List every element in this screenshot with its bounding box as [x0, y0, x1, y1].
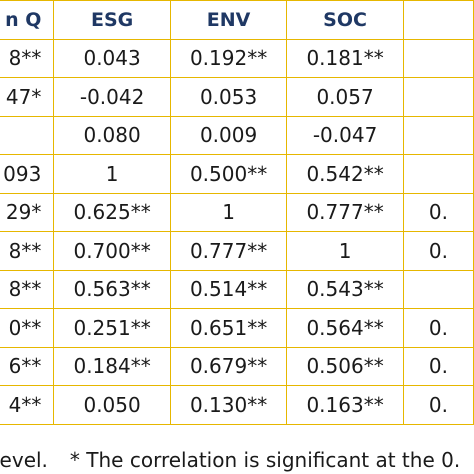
cell-esg: -0.042 [53, 77, 171, 117]
cell-next: 0. [402, 231, 474, 271]
cell-env: 0.777** [169, 231, 288, 271]
table-row: 8** 0.043 0.192** 0.181** [0, 38, 474, 78]
cell-soc: 0.777** [286, 192, 404, 232]
cell-env: 0.651** [169, 308, 288, 348]
header-esg: ESG [53, 0, 171, 40]
cell-variable: 8** [0, 231, 55, 271]
table-row: 4** 0.050 0.130** 0.163** 0. [0, 385, 474, 425]
cell-env: 0.009 [169, 115, 288, 155]
cell-next: 0. [402, 385, 474, 425]
table-row: 6** 0.184** 0.679** 0.506** 0. [0, 346, 474, 386]
cell-next: 0. [402, 192, 474, 232]
cell-esg: 0.050 [53, 385, 171, 425]
cell-soc: 0.542** [286, 154, 404, 194]
cell-soc: 0.163** [286, 385, 404, 425]
cell-soc: 0.506** [286, 346, 404, 386]
cell-env: 0.500** [169, 154, 288, 194]
cell-esg: 0.700** [53, 231, 171, 271]
cell-next [402, 38, 474, 78]
cell-variable: 29* [0, 192, 55, 232]
cell-esg: 0.563** [53, 269, 171, 309]
footnote-right: * The correlation is significant at the … [69, 448, 461, 472]
cell-variable: 093 [0, 154, 55, 194]
cell-variable [0, 115, 55, 155]
table-footnote: level. * The correlation is significant a… [0, 446, 474, 474]
header-variable: n Q [0, 0, 55, 40]
table-row: 47* -0.042 0.053 0.057 [0, 77, 474, 117]
cell-next: 0. [402, 346, 474, 386]
cell-variable: 6** [0, 346, 55, 386]
cell-soc: 0.564** [286, 308, 404, 348]
cell-env: 0.514** [169, 269, 288, 309]
cell-env: 0.053 [169, 77, 288, 117]
cell-variable: 8** [0, 38, 55, 78]
table-row: 0.080 0.009 -0.047 [0, 115, 474, 155]
cell-variable: 47* [0, 77, 55, 117]
table-row: 0** 0.251** 0.651** 0.564** 0. [0, 308, 474, 348]
cell-next [402, 269, 474, 309]
cell-soc: 0.543** [286, 269, 404, 309]
correlation-table: n Q ESG ENV SOC 8** 0.043 0.192** 0.181** 47… [0, 0, 474, 425]
cell-variable: 4** [0, 385, 55, 425]
correlation-table-wrap: n Q ESG ENV SOC 8** 0.043 0.192** 0.181** 47… [0, 0, 474, 425]
cell-next [402, 115, 474, 155]
cell-soc: 0.181** [286, 38, 404, 78]
cell-esg: 0.184** [53, 346, 171, 386]
header-soc: SOC [286, 0, 404, 40]
cell-env: 0.679** [169, 346, 288, 386]
header-row: n Q ESG ENV SOC [0, 0, 474, 40]
footnote-left: level. [0, 448, 48, 472]
table-row: 8** 0.700** 0.777** 1 0. [0, 231, 474, 271]
cell-soc: 0.057 [286, 77, 404, 117]
cell-esg: 0.251** [53, 308, 171, 348]
table-row: 093 1 0.500** 0.542** [0, 154, 474, 194]
cell-env: 0.192** [169, 38, 288, 78]
cell-esg: 0.625** [53, 192, 171, 232]
cell-next [402, 77, 474, 117]
cell-next: 0. [402, 308, 474, 348]
cell-soc: 1 [286, 231, 404, 271]
cell-esg: 1 [53, 154, 171, 194]
cell-esg: 0.043 [53, 38, 171, 78]
cell-esg: 0.080 [53, 115, 171, 155]
header-env: ENV [169, 0, 288, 40]
cell-env: 1 [169, 192, 288, 232]
cell-variable: 0** [0, 308, 55, 348]
table-row: 29* 0.625** 1 0.777** 0. [0, 192, 474, 232]
table-body: 8** 0.043 0.192** 0.181** 47* -0.042 0.053 0.05… [0, 38, 474, 425]
cell-soc: -0.047 [286, 115, 404, 155]
table-row: 8** 0.563** 0.514** 0.543** [0, 269, 474, 309]
cell-next [402, 154, 474, 194]
cell-env: 0.130** [169, 385, 288, 425]
cell-variable: 8** [0, 269, 55, 309]
header-next [402, 0, 474, 40]
